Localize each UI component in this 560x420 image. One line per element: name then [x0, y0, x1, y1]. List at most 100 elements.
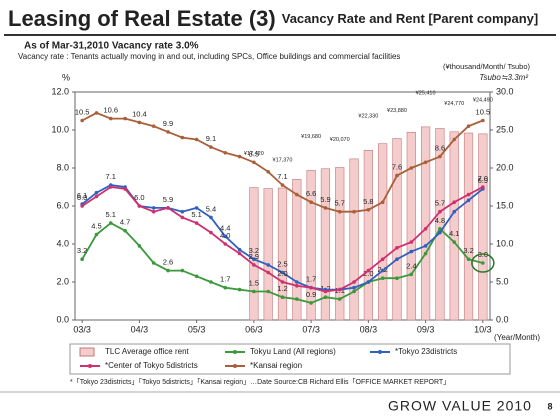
line-marker — [295, 284, 299, 288]
point-label: 4.5 — [91, 221, 101, 230]
line-marker — [395, 276, 399, 281]
legend-marker — [233, 350, 237, 354]
line-marker — [323, 206, 328, 210]
y2-label: (¥thousand/Month/ Tsubo) — [443, 62, 531, 71]
legend-label: Tokyu Land (All regions) — [250, 347, 336, 356]
point-label: 2.9 — [249, 252, 259, 261]
x-label: (Year/Month) — [494, 333, 540, 342]
y2-tick-label: 10.0 — [496, 238, 514, 248]
point-label: 10.6 — [103, 106, 118, 115]
point-label: 2.0 — [277, 269, 287, 278]
y2-tick-label: 25.0 — [496, 124, 514, 134]
point-label: 1.2 — [277, 284, 287, 293]
line-marker — [137, 244, 142, 248]
line-marker — [380, 257, 385, 262]
line-marker — [252, 263, 256, 267]
line-marker — [438, 154, 442, 159]
point-label: 5.9 — [320, 195, 330, 204]
line-marker — [123, 116, 127, 121]
point-label: 4.1 — [449, 229, 459, 238]
line-marker — [80, 118, 84, 123]
bar-label: ¥22,330 — [358, 114, 378, 120]
line-marker — [466, 124, 471, 128]
title-suffix: Vacancy Rate and Rent [Parent company] — [282, 11, 538, 26]
point-label: 10.4 — [132, 109, 147, 118]
bar — [363, 149, 373, 321]
legend-swatch — [79, 347, 95, 357]
x-tick-label: 08/3 — [360, 324, 378, 334]
line-marker — [280, 270, 285, 275]
legend-label: *Tokyo 23districts — [395, 347, 457, 356]
legend-marker — [88, 364, 92, 368]
y-tick-label: 2.0 — [56, 276, 69, 286]
bar — [392, 138, 402, 321]
point-label: 0.9 — [306, 290, 316, 299]
highlight-circle — [471, 253, 495, 273]
bar — [277, 187, 288, 321]
line-marker — [209, 230, 213, 235]
line-marker — [80, 257, 84, 262]
line-marker — [108, 185, 113, 189]
line-marker — [423, 244, 428, 248]
line-marker — [151, 124, 156, 128]
line-marker — [194, 221, 199, 225]
bar-label: ¥17,420 — [244, 151, 264, 157]
legend-marker — [233, 364, 237, 368]
legend-marker — [378, 350, 382, 354]
point-label: 5.8 — [363, 197, 373, 206]
point-label: 9.1 — [206, 134, 216, 143]
bar — [478, 133, 488, 321]
line-marker — [380, 200, 385, 204]
line-marker — [452, 240, 457, 244]
point-label: 6.9 — [478, 176, 488, 185]
line-marker — [266, 263, 270, 267]
point-label: 5.7 — [335, 199, 345, 208]
line-marker — [481, 118, 485, 123]
line-marker — [395, 173, 399, 178]
y-tick-label: 4.0 — [56, 238, 69, 248]
legend-box — [69, 343, 511, 375]
point-label: 6.1 — [77, 191, 87, 200]
line-marker — [151, 206, 156, 210]
x-tick-label: 10/3 — [474, 324, 492, 334]
bar — [463, 132, 474, 321]
footer-brand: GROW VALUE 2010 — [388, 398, 532, 414]
line-marker — [108, 221, 113, 225]
line-marker — [481, 261, 485, 265]
line-marker — [166, 130, 170, 134]
line-marker — [123, 228, 127, 233]
point-label: 10.5 — [476, 107, 491, 116]
point-label: 7.1 — [106, 172, 116, 181]
y-tick-label: 12.0 — [51, 86, 69, 96]
bar-label: ¥24,770 — [444, 101, 464, 107]
line-marker — [337, 209, 342, 214]
point-label: 5.1 — [191, 210, 201, 219]
legend-label: *Kansai region — [250, 361, 302, 370]
bar — [335, 167, 345, 321]
point-label: 1.5 — [249, 278, 259, 287]
line-marker — [237, 287, 242, 292]
line-marker — [252, 257, 256, 262]
y2-tick-label: 15.0 — [496, 200, 514, 210]
point-label: 3.2 — [249, 246, 259, 255]
bar — [449, 131, 459, 321]
bar — [292, 179, 302, 321]
line-marker — [466, 198, 471, 203]
bar-label: ¥24,490 — [473, 97, 493, 103]
line-marker — [94, 190, 99, 195]
point-label: 7.1 — [277, 172, 287, 181]
point-label: 3.2 — [463, 246, 473, 255]
point-label: 7.0 — [478, 174, 488, 183]
line-marker — [151, 209, 156, 214]
line-marker — [137, 204, 142, 208]
line-marker — [395, 246, 399, 250]
line-marker — [366, 208, 371, 212]
line-marker — [438, 230, 442, 235]
x-tick-label: 03/3 — [73, 324, 91, 334]
point-label: 2.6 — [163, 258, 173, 267]
point-label: 5.9 — [163, 195, 173, 204]
line-marker — [466, 257, 471, 262]
line-marker — [423, 160, 428, 165]
subtitle: As of Mar-31,2010 Vacancy rate 3.0% — [24, 41, 199, 52]
